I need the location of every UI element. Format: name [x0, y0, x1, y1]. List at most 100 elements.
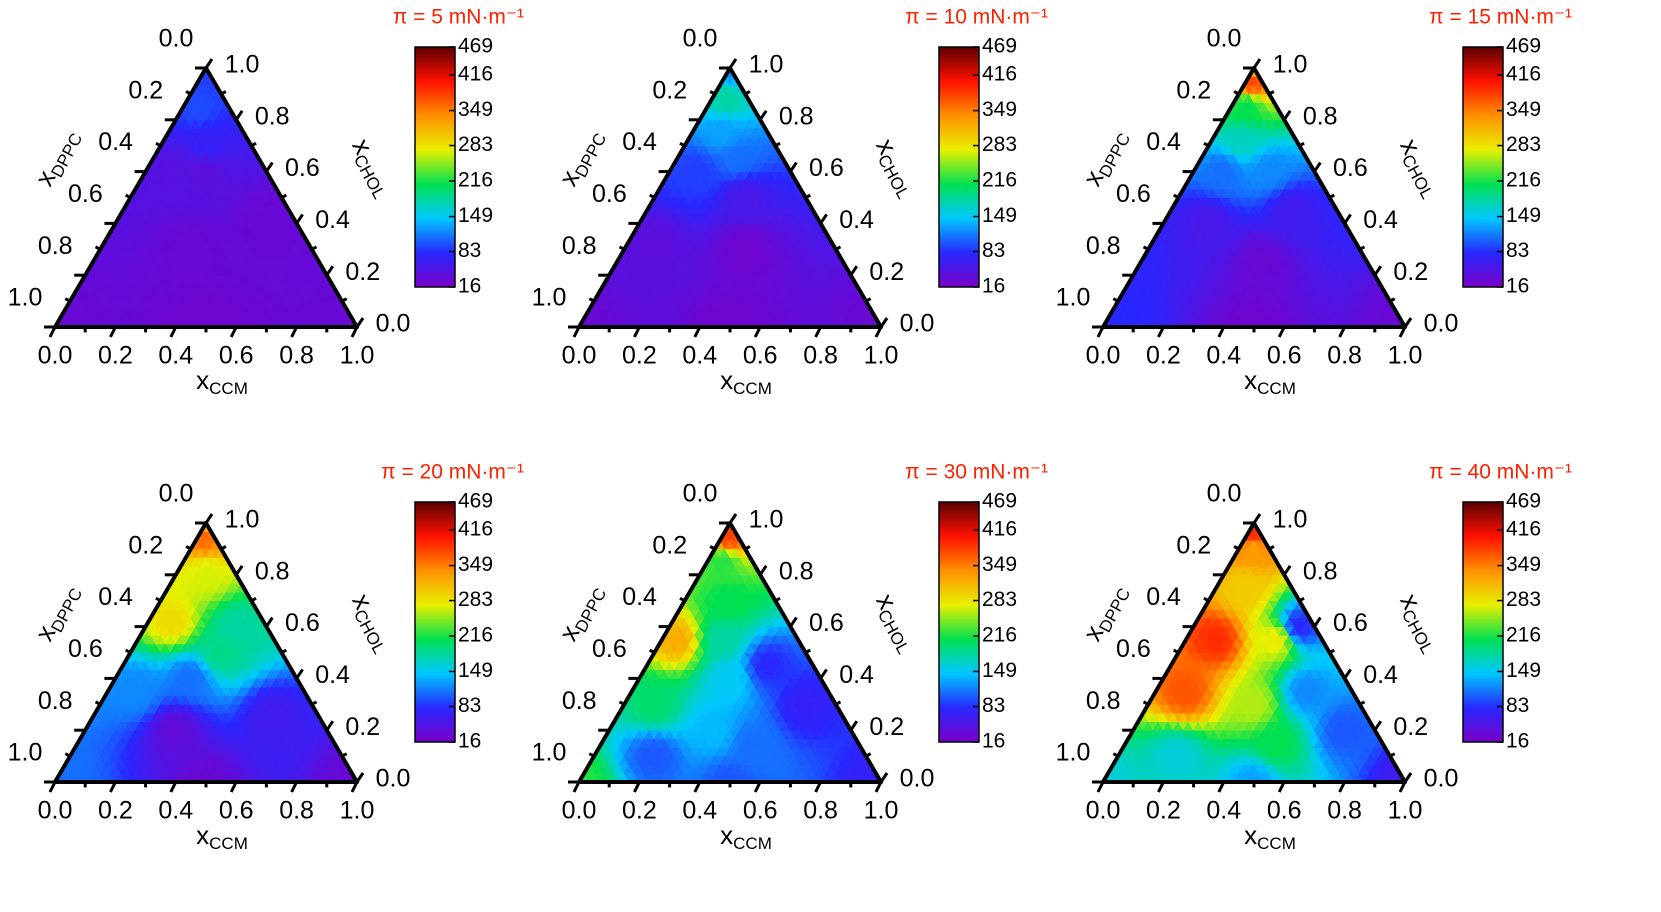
colorbar-tick-label: 283	[982, 133, 1017, 156]
ccm-tick-label: 0.4	[682, 797, 717, 825]
ccm-tick-label: 0.2	[622, 797, 657, 825]
chol-tick-label: 0.6	[809, 609, 844, 637]
tick-mark	[728, 58, 738, 69]
panel-title: π = 20 mN·m⁻¹	[381, 461, 524, 484]
chol-axis-label-subscript: CHOL	[873, 152, 912, 203]
dppc-tick-label: 0.8	[562, 232, 597, 260]
dppc-tick-label: 0.2	[1176, 76, 1211, 104]
dppc-tick-label: 0.0	[159, 25, 194, 53]
chol-tick-label: 0.4	[839, 206, 874, 234]
colorbar-tick-label: 283	[1506, 133, 1541, 156]
ccm-tick-label: 0.8	[279, 342, 314, 370]
tick-mark	[204, 513, 214, 524]
ccm-axis-label-symbol: x	[1244, 365, 1257, 395]
ccm-tick-label: 0.6	[219, 342, 254, 370]
chol-tick-label: 1.0	[749, 506, 784, 534]
colorbar-tick-label: 349	[982, 98, 1017, 121]
dppc-tick-label: 0.6	[1116, 180, 1151, 208]
chol-tick-label: 0.4	[315, 206, 350, 234]
tick-mark	[1343, 213, 1352, 225]
dppc-tick-label: 0.0	[159, 480, 194, 508]
chol-tick-label: 0.0	[900, 765, 935, 793]
tick-mark	[789, 616, 798, 628]
tick-mark	[355, 317, 365, 328]
dppc-tick-label: 0.0	[683, 480, 718, 508]
ccm-tick-label: 0.6	[1267, 342, 1302, 370]
tick-mark	[728, 513, 738, 524]
chol-tick-label: 0.2	[345, 713, 380, 741]
colorbar-tick-label: 216	[458, 169, 493, 192]
tick-mark	[849, 265, 859, 277]
colorbar-tick-label: 216	[458, 624, 493, 647]
tick-mark	[325, 720, 335, 732]
ccm-tick-label: 0.8	[279, 797, 314, 825]
ccm-tick-label: 1.0	[1388, 342, 1423, 370]
colorbar-tick-label: 149	[982, 204, 1017, 227]
ccm-axis-label: xCCM	[196, 365, 248, 399]
colorbar-tick-label: 216	[982, 624, 1017, 647]
panel-title: π = 30 mN·m⁻¹	[905, 461, 1048, 484]
dppc-tick-label: 0.4	[1146, 128, 1181, 156]
panel: 0.0 0.2 0.4 0.6 0.8 1.00.00.20.40.60.81.00.00…	[532, 461, 1048, 854]
chol-tick-label: 0.4	[315, 661, 350, 689]
ccm-axis-label-subscript: CCM	[209, 379, 248, 398]
ccm-axis-label-subscript: CCM	[209, 834, 248, 853]
dppc-tick-label: 0.4	[622, 583, 657, 611]
colorbar-tick-label: 349	[458, 553, 493, 576]
ccm-tick-label: 1.0	[340, 797, 375, 825]
colorbar-tick-label: 469	[458, 490, 493, 513]
tick-mark	[849, 720, 859, 732]
dppc-tick-label: 0.4	[98, 583, 133, 611]
tick-mark	[204, 58, 214, 69]
ccm-tick-label: 0.4	[1206, 342, 1241, 370]
dppc-tick-label: 0.2	[652, 531, 687, 559]
colorbar-tick-label: 416	[458, 518, 493, 541]
ccm-tick-label: 0.6	[743, 797, 778, 825]
tick-mark	[789, 161, 798, 173]
tick-mark	[819, 668, 828, 680]
ccm-tick-label: 1.0	[864, 797, 899, 825]
tick-mark	[879, 772, 889, 783]
colorbar-tick-label: 416	[1506, 63, 1541, 86]
chol-axis-label: xCHOL	[343, 133, 401, 202]
colorbar-tick-label: 83	[458, 239, 481, 262]
dppc-tick-label: 0.0	[683, 25, 718, 53]
chol-tick-label: 0.4	[839, 661, 874, 689]
tick-mark	[1282, 109, 1292, 121]
panel-title: π = 10 mN·m⁻¹	[905, 6, 1048, 29]
dppc-tick-label: 0.6	[68, 635, 103, 663]
ccm-tick-label: 0.0	[38, 342, 73, 370]
colorbar-tick-label: 416	[458, 63, 493, 86]
ccm-tick-label: 0.4	[158, 797, 193, 825]
chol-axis-label-subscript: CHOL	[1397, 152, 1436, 203]
colorbar-tick-label: 149	[1506, 204, 1541, 227]
tick-mark	[234, 564, 244, 576]
ccm-tick-label: 0.4	[682, 342, 717, 370]
tick-mark	[355, 772, 365, 783]
colorbar-tick-label: 83	[458, 694, 481, 717]
ccm-axis-label: xCCM	[1244, 365, 1296, 399]
colorbar-tick-label: 469	[982, 490, 1017, 513]
colorbar-tick-label: 83	[982, 694, 1005, 717]
chol-axis-label: xCHOL	[343, 588, 401, 657]
tick-mark	[295, 213, 304, 225]
chol-tick-label: 0.0	[376, 310, 411, 338]
colorbar-tick-label: 349	[982, 553, 1017, 576]
chol-tick-label: 0.0	[376, 765, 411, 793]
tick-mark	[234, 109, 244, 121]
ccm-axis-label-symbol: x	[720, 365, 733, 395]
ccm-tick-label: 0.0	[562, 342, 597, 370]
ccm-tick-label: 0.0	[38, 797, 73, 825]
dppc-tick-label: 0.6	[592, 180, 627, 208]
ccm-axis-label-subscript: CCM	[1257, 379, 1296, 398]
dppc-tick-label: 1.0	[532, 284, 567, 312]
colorbar-tick-label: 469	[1506, 35, 1541, 58]
ccm-axis-label-subscript: CCM	[733, 834, 772, 853]
colorbar-tick-label: 149	[982, 659, 1017, 682]
chol-tick-label: 0.8	[779, 102, 814, 130]
dppc-tick-label: 1.0	[8, 284, 43, 312]
ccm-tick-label: 0.2	[1146, 342, 1181, 370]
dppc-axis-label-subscript: DPPC	[48, 585, 87, 636]
tick-mark	[1373, 265, 1383, 277]
